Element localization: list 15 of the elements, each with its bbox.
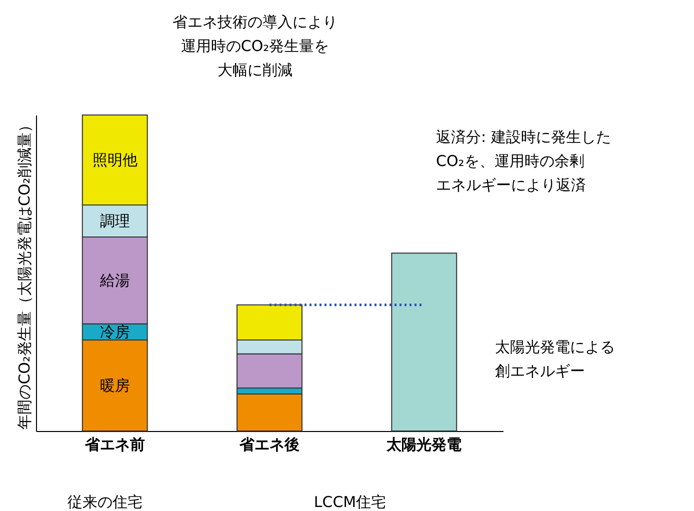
bar [391,252,458,432]
y-axis-title: 年間のCO₂発生量（太陽光発電はCO₂削減量） [16,118,34,430]
annotation: 太陽光発電による創エネルギー [495,338,615,380]
text: 従来の住宅 [68,493,142,511]
series-label: 調理 [100,212,130,230]
series-label: 冷房 [100,322,130,341]
annotation: 返済分: 建設時に発生したCO₂を、運用時の余剰エネルギーにより返済 [436,128,611,194]
text: LCCM住宅 [314,493,386,511]
series-label: 照明他 [92,151,138,170]
series-label: 給湯 [98,271,130,290]
series-label: 暖房 [100,376,130,394]
text: 省エネ技術の導入により運用時のCO₂発生量を大幅に削減 [172,13,338,79]
x-tick-label: 省エネ前 [84,436,145,454]
x-tick-label: 太陽光発電 [386,436,462,454]
x-tick-label: 省エネ後 [238,436,300,454]
